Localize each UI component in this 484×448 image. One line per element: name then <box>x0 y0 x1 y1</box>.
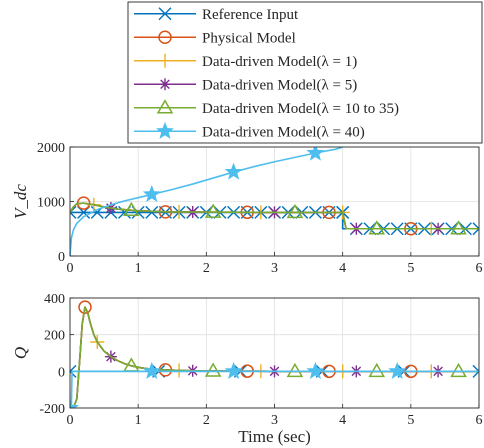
y-tick-label: 400 <box>44 292 65 307</box>
series-marker-5 <box>142 185 161 203</box>
series-marker-0 <box>70 364 77 378</box>
y-tick-label: 0 <box>58 365 65 380</box>
x-tick-label: 4 <box>339 261 346 276</box>
y-axis-label: Q <box>11 347 30 359</box>
axes-frame <box>69 146 480 257</box>
y-tick-label: 200 <box>44 329 65 344</box>
x-tick-label: 6 <box>476 261 483 276</box>
x-tick-label: 3 <box>271 413 278 428</box>
legend-label-5: Data-driven Model(λ = 40) <box>202 124 365 140</box>
series-marker-0 <box>145 205 159 219</box>
series-marker-4 <box>450 220 467 235</box>
x-tick-label: 5 <box>407 261 414 276</box>
legend-label-2: Data-driven Model(λ = 1) <box>202 54 357 70</box>
series-marker-5 <box>142 361 161 379</box>
legend-marker-5 <box>156 121 174 139</box>
x-tick-label: 2 <box>203 413 210 428</box>
x-tick-label: 3 <box>271 261 278 276</box>
y-axis-label: V_dc <box>11 184 30 219</box>
legend-marker-0 <box>158 7 172 21</box>
y-tick-label: 1000 <box>37 196 65 211</box>
series-marker-4 <box>204 362 222 377</box>
series-marker-4 <box>368 220 386 235</box>
series-marker-5 <box>224 361 243 379</box>
series-marker-5 <box>70 398 79 408</box>
legend-label-3: Data-driven Model(λ = 5) <box>202 77 357 93</box>
axes-frame <box>69 297 480 409</box>
x-tick-label: 4 <box>339 413 346 428</box>
legend-label-0: Reference Input <box>202 7 299 23</box>
legend-label-1: Physical Model <box>202 30 296 46</box>
series-marker-4 <box>204 203 222 218</box>
legend: Reference Input Physical Model Data-driven… <box>127 1 483 144</box>
series-marker-4 <box>286 362 304 378</box>
x-tick-label: 5 <box>407 413 414 428</box>
y-tick-label: -200 <box>39 402 65 417</box>
legend-label-4: Data-driven Model(λ = 10 to 35) <box>202 101 399 117</box>
legend-marker-1 <box>158 30 172 44</box>
x-tick-label: 6 <box>476 413 483 428</box>
x-tick-label: 0 <box>67 413 74 428</box>
y-tick-label: 2000 <box>37 141 65 156</box>
series-marker-0 <box>70 205 77 219</box>
legend-box <box>127 1 483 144</box>
legend-marker-4 <box>156 99 174 114</box>
series-layer <box>70 300 479 408</box>
series-layer <box>70 147 479 256</box>
series-marker-4 <box>123 201 140 216</box>
legend-marker-2 <box>158 53 172 68</box>
series-line-4 <box>70 202 479 230</box>
vdc-axes: 0 1 2 3 4 5 6 0 1000 2000 V_dc <box>11 141 483 276</box>
x-tick-label: 1 <box>135 261 142 276</box>
series-line-5 <box>70 370 479 408</box>
series-line-5 <box>70 147 343 256</box>
y-tick-label: 0 <box>58 250 65 265</box>
x-tick-label: 1 <box>135 413 142 428</box>
series-marker-0 <box>472 222 479 236</box>
x-tick-label: 0 <box>67 261 74 276</box>
x-axis-label: Time (sec) <box>238 427 311 446</box>
series-marker-1 <box>78 300 92 314</box>
series-marker-0 <box>472 364 479 378</box>
series-marker-5 <box>388 361 407 379</box>
series-marker-4 <box>286 203 304 219</box>
series-marker-5 <box>306 147 325 161</box>
legend-marker-3 <box>159 78 171 91</box>
series-marker-4 <box>450 362 467 378</box>
series-marker-4 <box>368 362 386 378</box>
series-marker-5 <box>306 361 325 379</box>
series-marker-5 <box>224 162 243 180</box>
x-tick-label: 2 <box>203 261 210 276</box>
